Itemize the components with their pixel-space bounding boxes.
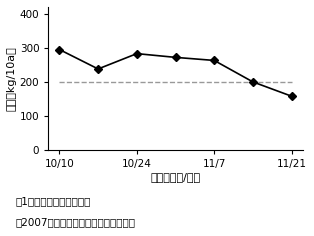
Text: 図1　播種期と収量の関係: 図1 播種期と収量の関係 bbox=[16, 196, 91, 206]
Text: 2007年播種「キラリボシ」のデータ: 2007年播種「キラリボシ」のデータ bbox=[16, 217, 136, 227]
Y-axis label: 収量（kg/10a）: 収量（kg/10a） bbox=[7, 46, 17, 111]
X-axis label: 播種日（月/日）: 播種日（月/日） bbox=[150, 172, 201, 182]
